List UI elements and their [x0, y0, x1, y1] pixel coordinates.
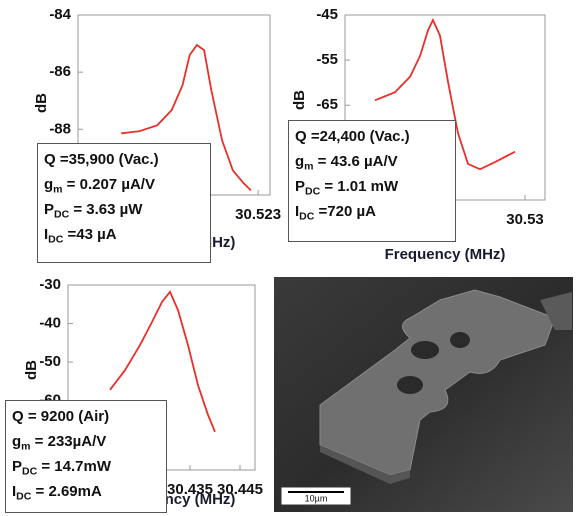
annotation-text: = 3.63 µW	[69, 201, 142, 218]
sem-hole	[411, 341, 439, 359]
annotation-text: = 14.7mW	[37, 458, 111, 475]
scale-bar-label: 10µm	[305, 493, 328, 503]
annotation-line: PDC = 14.7mW	[12, 454, 160, 479]
figure: -84-86-8830.523dBFrequency (MHz)-45-55-6…	[0, 0, 578, 516]
annotation-text: = 233µA/V	[31, 433, 107, 450]
annotation-symbol: g	[12, 433, 21, 450]
annotation-subscript: DC	[299, 211, 314, 223]
annotation-symbol: g	[44, 176, 53, 193]
annotation-text: =24,400 (Vac.)	[307, 128, 410, 145]
annotation-symbol: Q	[12, 408, 24, 425]
annotation-text: =720 µA	[314, 203, 376, 220]
annotation-line: gm = 0.207 µA/V	[44, 172, 204, 197]
annotation-line: IDC =43 µA	[44, 222, 204, 247]
annotation-symbol: P	[295, 178, 305, 195]
annotation-line: IDC =720 µA	[295, 199, 449, 224]
annotation-symbol: Q	[44, 151, 56, 168]
annotation-symbol: P	[12, 458, 22, 475]
annotation-text: =35,900 (Vac.)	[56, 151, 159, 168]
annotation-subscript: m	[21, 441, 30, 453]
annotation-text: = 0.207 µA/V	[63, 176, 155, 193]
annotation-line: Q =35,900 (Vac.)	[44, 147, 204, 172]
annotation-line: gm = 43.6 µA/V	[295, 149, 449, 174]
annotation-line: Q =24,400 (Vac.)	[295, 124, 449, 149]
annotation-symbol: Q	[295, 128, 307, 145]
annotation-subscript: m	[304, 161, 313, 173]
annotation-symbol: g	[295, 153, 304, 170]
annotation-text: = 9200 (Air)	[24, 408, 109, 425]
annotation-subscript: DC	[54, 209, 69, 221]
annotation-symbol: P	[44, 201, 54, 218]
annotation-subscript: DC	[22, 466, 37, 478]
annotation-subscript: m	[53, 184, 62, 196]
annotation-text: =43 µA	[63, 226, 116, 243]
annotation-text: = 2.69mA	[31, 483, 101, 500]
annotation-text: = 1.01 mW	[320, 178, 398, 195]
annotation-line: Q = 9200 (Air)	[12, 404, 160, 429]
annotation-subscript: DC	[16, 491, 31, 503]
annotation-line: IDC = 2.69mA	[12, 479, 160, 504]
annotation-line: PDC = 1.01 mW	[295, 174, 449, 199]
annotation-line: gm = 233µA/V	[12, 429, 160, 454]
annotation-subscript: DC	[305, 186, 320, 198]
annotation-line: PDC = 3.63 µW	[44, 197, 204, 222]
annotation-subscript: DC	[48, 234, 63, 246]
sem-hole	[397, 376, 423, 394]
sem-hole	[450, 332, 470, 348]
annotation-text: = 43.6 µA/V	[314, 153, 398, 170]
